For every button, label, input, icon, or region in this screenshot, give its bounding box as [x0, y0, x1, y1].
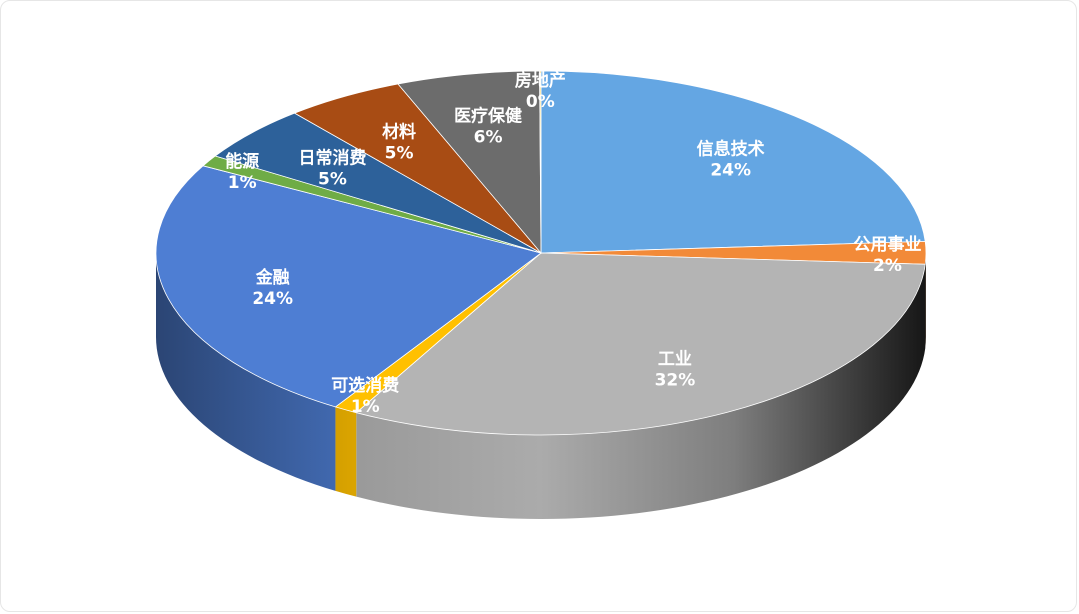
- slice-value: 32%: [655, 371, 696, 391]
- slice-value: 6%: [474, 127, 503, 147]
- slice-value: 5%: [385, 143, 414, 163]
- slice-label-能源: 能源1%: [225, 151, 259, 193]
- slice-value: 5%: [318, 170, 347, 190]
- slice-name: 可选消费: [331, 375, 399, 396]
- slice-value: 0%: [526, 92, 555, 112]
- pie-side-可选消费: [335, 406, 357, 497]
- slice-name: 金融: [255, 267, 290, 288]
- pie-slice-信息技术: [540, 70, 926, 254]
- pie-slice-医疗保健: [397, 70, 542, 255]
- slice-value: 24%: [252, 289, 293, 309]
- slice-name: 房地产: [515, 70, 566, 91]
- slice-name: 日常消费: [298, 148, 366, 169]
- pie-slice-工业: [355, 252, 926, 436]
- pie-slice-房地产: [539, 70, 542, 254]
- slice-name: 工业: [658, 350, 692, 370]
- pie-slice-金融: [155, 165, 542, 408]
- slice-name: 公用事业: [853, 235, 921, 255]
- slice-name: 能源: [225, 151, 259, 172]
- pie-side-工业: [356, 264, 926, 519]
- slice-value: 24%: [710, 160, 751, 180]
- slice-value: 1%: [351, 397, 380, 417]
- pie-side-金融: [156, 253, 336, 491]
- pie-side-公用事业: [925, 253, 927, 349]
- slice-name: 信息技术: [697, 138, 765, 159]
- slice-name: 材料: [382, 121, 416, 142]
- slice-name: 医疗保健: [454, 105, 522, 126]
- slice-value: 1%: [228, 173, 257, 193]
- slice-label-材料: 材料5%: [382, 121, 416, 163]
- slice-value: 2%: [873, 256, 902, 276]
